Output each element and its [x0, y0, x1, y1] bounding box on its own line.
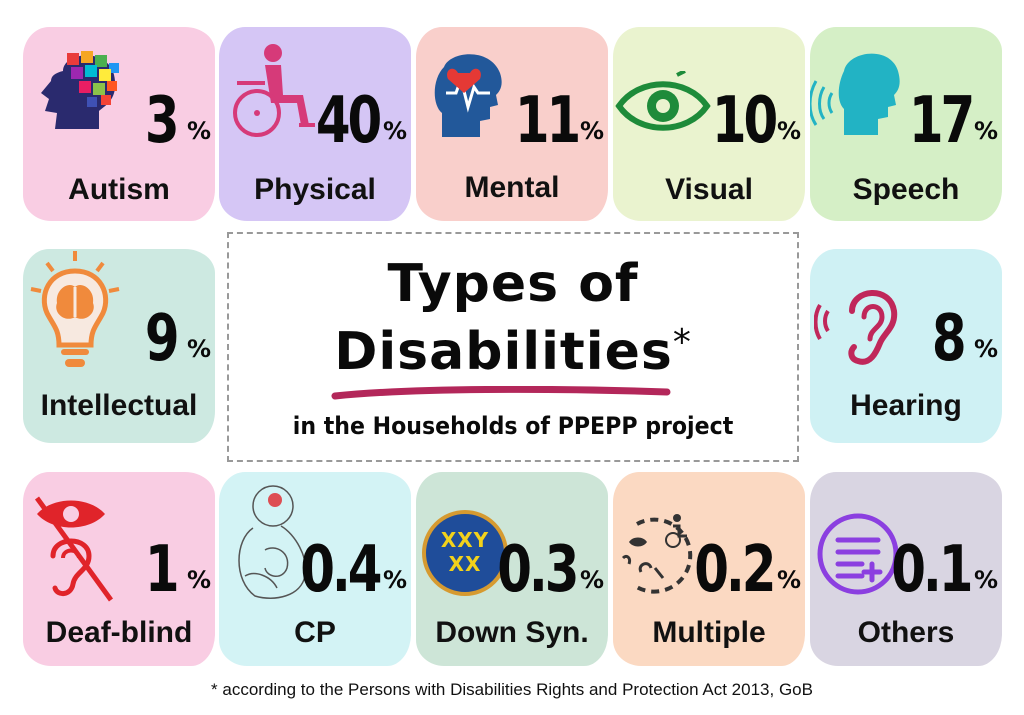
ear-icon [814, 290, 898, 365]
heartbeat-head-icon [434, 54, 502, 137]
deafblind-percent-value: 1 [145, 533, 180, 607]
chromosome-line-1: XXY [440, 528, 490, 552]
physical-label: Physical [254, 173, 376, 206]
visual-percent-value: 10 [711, 84, 778, 158]
multiple-label: Multiple [652, 616, 766, 649]
speaking-head-icon [810, 53, 900, 135]
title-underline [331, 386, 671, 400]
physical-percent-sign: % [382, 117, 407, 145]
intellectual-percent-sign: % [186, 335, 211, 363]
physical-percent-value: 40 [315, 84, 382, 158]
intellectual-percent-value: 9 [145, 302, 180, 376]
chromosome-line-2: XX [448, 552, 482, 576]
multiple-percent-value: 0.2 [693, 533, 776, 607]
multiple-percent-sign: % [776, 566, 801, 594]
card-physical: 40 % Physical [219, 27, 411, 221]
card-downsyn: XXY XX 0.3 % Down Syn. [416, 472, 608, 666]
downsyn-label: Down Syn. [435, 616, 589, 649]
card-intellectual: 9 % Intellectual [23, 249, 215, 443]
title-subtitle: in the Households of PPEPP project [292, 412, 734, 440]
multiple-disability-icon [621, 514, 693, 594]
mental-percent-value: 11 [514, 84, 581, 158]
autism-label: Autism [68, 173, 170, 206]
hearing-percent-sign: % [973, 335, 998, 363]
eye-icon [615, 71, 711, 131]
hearing-percent-value: 8 [932, 302, 967, 376]
baby-icon [238, 485, 307, 599]
intellectual-label: Intellectual [40, 389, 198, 422]
speech-label: Speech [852, 173, 960, 206]
visual-label: Visual [665, 173, 753, 206]
card-visual: 10 % Visual [613, 27, 805, 221]
others-label: Others [857, 616, 955, 649]
hearing-label: Hearing [850, 389, 962, 422]
title-box: Types of Disabilities* in the Households… [227, 232, 799, 462]
others-percent-sign: % [973, 566, 998, 594]
title-asterisk: * [672, 322, 692, 363]
title-word-disabilities: Disabilities [334, 322, 673, 382]
mental-percent-sign: % [579, 117, 604, 145]
autism-percent-value: 3 [145, 84, 180, 158]
card-others: 0.1 % Others [810, 472, 1002, 666]
others-percent-value: 0.1 [890, 533, 973, 607]
deafblind-percent-sign: % [186, 566, 211, 594]
cp-percent-value: 0.4 [299, 533, 382, 607]
card-speech: 17 % Speech [810, 27, 1002, 221]
card-autism: 3 % Autism [23, 27, 215, 221]
card-hearing: 8 % Hearing [810, 249, 1002, 443]
wheelchair-icon [233, 44, 315, 137]
title-line-1: Types of [387, 254, 639, 314]
card-deafblind: 1 % Deaf-blind [23, 472, 215, 666]
list-add-icon [817, 513, 899, 595]
cp-percent-sign: % [382, 566, 407, 594]
card-mental: 11 % Mental [416, 27, 608, 221]
autism-percent-sign: % [186, 117, 211, 145]
title-line-2: Disabilities* [229, 322, 797, 382]
downsyn-percent-value: 0.3 [496, 533, 579, 607]
speech-percent-sign: % [973, 117, 998, 145]
downsyn-percent-sign: % [579, 566, 604, 594]
card-multiple: 0.2 % Multiple [613, 472, 805, 666]
brain-bulb-icon [30, 251, 120, 367]
deafblind-icon [34, 496, 114, 602]
mental-label: Mental [464, 171, 560, 204]
deafblind-label: Deaf-blind [45, 616, 193, 649]
cp-label: CP [294, 616, 336, 649]
visual-percent-sign: % [776, 117, 801, 145]
chromosome-icon: XXY XX [422, 510, 508, 596]
card-cp: 0.4 % CP [219, 472, 411, 666]
puzzle-head-icon [41, 51, 119, 129]
speech-percent-value: 17 [908, 84, 975, 158]
footnote: * according to the Persons with Disabili… [211, 680, 813, 699]
